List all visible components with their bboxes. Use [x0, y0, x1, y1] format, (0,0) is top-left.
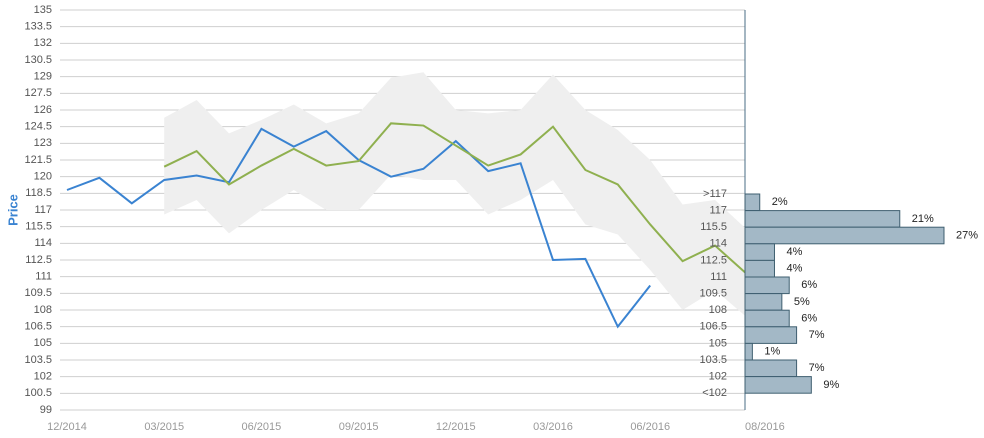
y-tick-label: 133.5: [24, 21, 52, 33]
y-tick-label: 103.5: [24, 354, 52, 366]
bar-value-label: 7%: [809, 329, 825, 341]
x-tick-label: 09/2015: [339, 421, 379, 433]
bin-label: 112.5: [700, 254, 727, 266]
histogram-bar: [744, 210, 901, 228]
bin-label: 103.5: [699, 354, 727, 366]
bin-label: 115.5: [700, 221, 727, 233]
bar-value-label: 4%: [786, 263, 802, 275]
y-tick-label: 123: [34, 137, 52, 149]
bin-label: 111: [710, 271, 727, 283]
histogram-bar: [744, 342, 753, 361]
y-tick-label: 108: [34, 304, 52, 316]
x-tick-label: 03/2015: [144, 421, 184, 433]
y-tick-label: 135: [34, 4, 52, 16]
histogram-bar: [744, 243, 775, 261]
histogram-bar: [744, 326, 798, 344]
histogram-bar: [744, 376, 812, 394]
y-tick-label: 120: [34, 171, 52, 183]
bin-label: >117: [703, 188, 727, 200]
x-tick-label: 03/2016: [533, 421, 573, 433]
bar-value-label: 9%: [823, 379, 839, 391]
y-tick-label: 109.5: [24, 287, 52, 299]
forecast-band: [164, 72, 748, 318]
bin-label: 117: [709, 205, 727, 217]
y-tick-label: 129: [34, 71, 52, 83]
histogram-bar: [744, 193, 761, 212]
x-tick-label: 06/2016: [630, 421, 670, 433]
x-tick-label: 08/2016: [745, 421, 785, 433]
bar-value-label: 27%: [956, 229, 978, 241]
histogram-bar: [744, 293, 783, 311]
bar-value-label: 4%: [786, 246, 802, 258]
histogram-bar: [744, 359, 798, 378]
bar-value-label: 21%: [912, 213, 934, 225]
bar-value-label: 6%: [801, 312, 817, 324]
histogram-bar: [744, 309, 790, 328]
bin-label: 108: [709, 304, 727, 316]
y-tick-label: 111: [35, 271, 52, 283]
y-tick-label: 130.5: [24, 54, 52, 66]
y-tick-label: 99: [40, 404, 52, 416]
bar-value-label: 2%: [772, 196, 788, 208]
bin-label: 105: [709, 337, 727, 349]
price-line: [163, 122, 749, 276]
x-tick-label: 06/2015: [242, 421, 282, 433]
bin-label: <102: [702, 387, 727, 399]
bin-label: 109.5: [699, 288, 727, 300]
bin-label: 106.5: [699, 321, 727, 333]
bar-value-label: 7%: [809, 362, 825, 374]
bin-label: 102: [709, 371, 727, 383]
bar-value-label: 6%: [801, 279, 817, 291]
y-tick-label: 106.5: [24, 321, 52, 333]
y-tick-label: 105: [34, 337, 52, 349]
histogram-bar: [744, 226, 945, 245]
y-tick-label: 102: [34, 371, 52, 383]
y-tick-label: 117: [34, 204, 52, 216]
y-tick-label: 115.5: [25, 221, 52, 233]
y-tick-label: 118.5: [25, 187, 52, 199]
bar-value-label: 5%: [794, 296, 810, 308]
bin-label: 114: [709, 238, 727, 250]
y-tick-label: 100.5: [24, 387, 52, 399]
bar-value-label: 1%: [764, 346, 780, 358]
y-tick-label: 114: [34, 237, 52, 249]
y-tick-label: 124.5: [24, 121, 52, 133]
x-tick-label: 12/2015: [436, 421, 476, 433]
x-tick-label: 12/2014: [47, 421, 87, 433]
y-tick-label: 126: [34, 104, 52, 116]
y-tick-label: 121.5: [24, 154, 52, 166]
y-axis-label: Price: [5, 194, 20, 226]
histogram-bar: [744, 276, 790, 295]
histogram-bar: [744, 259, 775, 278]
y-tick-label: 112.5: [25, 254, 52, 266]
y-tick-label: 132: [34, 37, 52, 49]
y-tick-label: 127.5: [24, 87, 52, 99]
